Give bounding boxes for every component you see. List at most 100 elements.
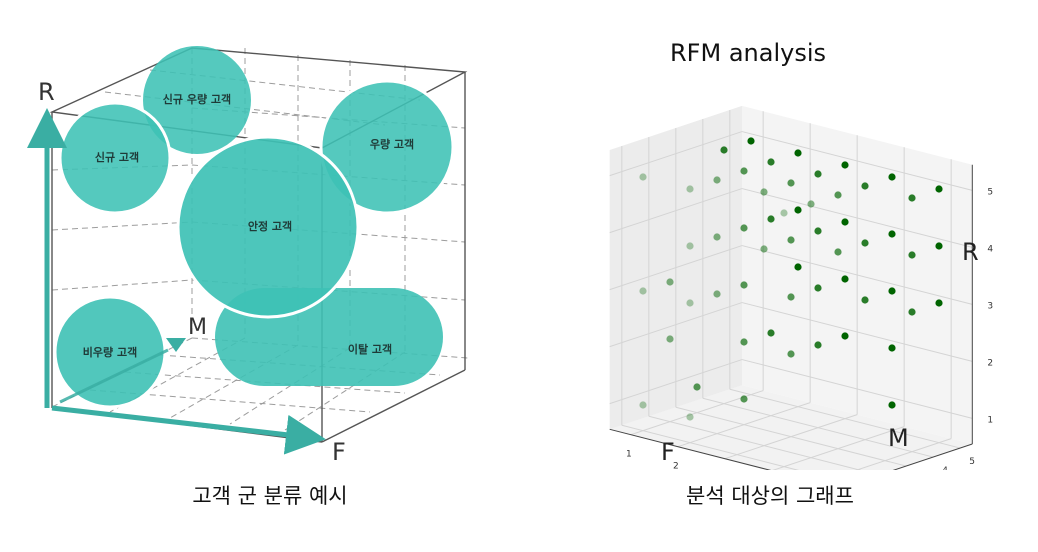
data-point (908, 251, 916, 259)
x-tick-label: 1 (626, 450, 632, 460)
bubble-new-premium (143, 46, 251, 154)
chart-grid (609, 105, 973, 470)
data-point (841, 332, 849, 340)
data-point (841, 161, 849, 169)
grid-line (675, 406, 907, 467)
data-point (666, 278, 674, 286)
data-point (814, 227, 822, 235)
bubble-premium (319, 79, 455, 215)
data-point (767, 329, 775, 337)
label-non-premium: 비우량 고객 (83, 345, 137, 359)
data-point (861, 239, 869, 247)
data-point (740, 167, 748, 175)
data-point (888, 287, 896, 295)
data-point (787, 350, 795, 358)
m-axis-arrowhead (166, 338, 186, 352)
z-axis-label: R (962, 238, 979, 266)
y-axis-line (892, 443, 973, 470)
grid-line (772, 426, 905, 470)
label-stable: 안정 고객 (248, 219, 292, 233)
data-point (767, 158, 775, 166)
data-point (686, 242, 694, 250)
y-tick-label: 4 (942, 466, 948, 470)
bubble-stable (176, 135, 360, 319)
grid-line (702, 397, 934, 458)
label-premium: 우량 고객 (370, 137, 414, 151)
label-new-premium: 신규 우량 고객 (163, 92, 231, 106)
grid-line (741, 131, 973, 191)
grid-line (729, 388, 961, 449)
data-point (908, 308, 916, 316)
data-point (888, 230, 896, 238)
data-point (666, 335, 674, 343)
floor-pane (609, 385, 973, 470)
rfm-3d-scatter-chart: RFM analysis 123451234512345 R F M (609, 39, 993, 470)
data-point (787, 293, 795, 301)
data-point (747, 137, 755, 145)
f-axis-label: F (332, 438, 346, 466)
m-axis-label: M (188, 315, 207, 340)
data-point (908, 194, 916, 202)
right-caption: 분석 대상의 그래프 (686, 484, 854, 508)
bubble-new (58, 101, 172, 215)
data-point (807, 200, 815, 208)
data-point (794, 206, 802, 214)
data-point (713, 233, 721, 241)
data-point (713, 290, 721, 298)
data-point (814, 284, 822, 292)
data-point (888, 173, 896, 181)
data-point (713, 176, 721, 184)
data-point (794, 263, 802, 271)
z-tick-label: 5 (987, 187, 993, 197)
data-point (814, 341, 822, 349)
data-point (841, 275, 849, 283)
data-point (888, 401, 896, 409)
data-point (686, 299, 694, 307)
m-axis-arrow (59, 348, 169, 404)
data-point (693, 383, 701, 391)
data-point (935, 299, 943, 307)
data-point (787, 236, 795, 244)
label-churn: 이탈 고객 (348, 342, 392, 356)
data-point (841, 218, 849, 226)
data-point (740, 338, 748, 346)
data-point (787, 179, 795, 187)
z-tick-label: 4 (987, 244, 993, 254)
data-point (639, 287, 647, 295)
data-point (720, 146, 728, 154)
customer-segment-cube-diagram: 신규 우량 고객 신규 고객 우량 고객 안정 고객 비우량 고객 이탈 고객 … (27, 46, 469, 466)
data-point (639, 401, 647, 409)
grid-line (855, 438, 952, 470)
data-point (935, 242, 943, 250)
data-point (794, 149, 802, 157)
data-point (834, 248, 842, 256)
grid-line (741, 245, 973, 305)
data-point (639, 173, 647, 181)
z-tick-label: 1 (987, 415, 993, 425)
z-tick-label: 2 (987, 358, 993, 368)
data-point (740, 395, 748, 403)
x-axis-label: F (661, 438, 675, 466)
left-caption: 고객 군 분류 예시 (192, 484, 348, 508)
x-tick-label: 2 (673, 462, 679, 470)
data-point (686, 185, 694, 193)
chart-title: RFM analysis (670, 39, 826, 67)
label-new: 신규 고객 (95, 150, 139, 164)
grid-line (609, 188, 743, 234)
data-point (834, 191, 842, 199)
data-point (767, 215, 775, 223)
data-point (935, 185, 943, 193)
x-axis-line (609, 428, 772, 470)
z-tick-label: 3 (987, 301, 993, 311)
grid-line (741, 188, 973, 248)
chart-ticks: 123451234512345 (626, 187, 993, 470)
data-point (861, 296, 869, 304)
data-point (760, 188, 768, 196)
data-point (740, 224, 748, 232)
data-point (686, 413, 694, 421)
grid-line (609, 131, 743, 177)
data-point (780, 209, 788, 217)
r-axis-label: R (38, 78, 55, 106)
data-point (760, 245, 768, 253)
data-point (861, 182, 869, 190)
